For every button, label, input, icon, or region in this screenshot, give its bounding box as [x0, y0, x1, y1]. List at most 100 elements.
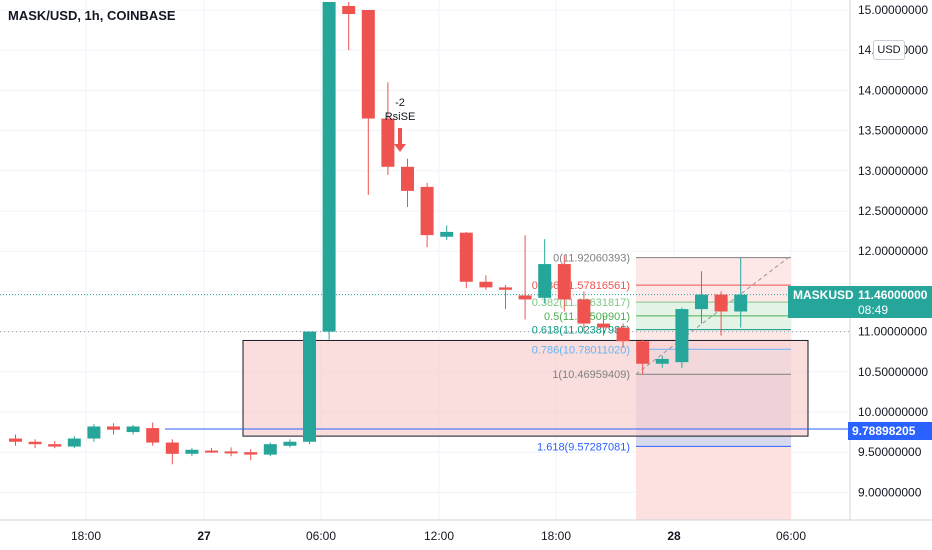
- candle-body: [695, 294, 708, 310]
- fib-level-label: 1.618(9.57287081): [537, 441, 630, 453]
- candle-body: [459, 232, 473, 282]
- candle-body: [322, 1, 336, 332]
- candle-body: [518, 295, 532, 300]
- candle: [126, 424, 140, 435]
- candle: [695, 271, 708, 324]
- candle-body: [636, 341, 650, 364]
- y-tick-label: 9.00000000: [858, 485, 922, 499]
- candle: [577, 291, 591, 332]
- candle-body: [714, 294, 728, 312]
- candle-body: [224, 451, 238, 454]
- bar-countdown: 08:49: [858, 303, 889, 317]
- candle-body: [244, 452, 258, 455]
- y-tick-label: 13.50000000: [858, 124, 928, 138]
- candle-body: [499, 287, 512, 290]
- y-tick-label: 10.50000000: [858, 365, 928, 379]
- price-label-value: 11.46000000: [858, 288, 928, 302]
- fib-level-label: 0.618(11.02387985): [532, 325, 630, 337]
- candle: [146, 422, 160, 446]
- candle: [479, 275, 493, 290]
- candle: [518, 235, 532, 320]
- candle: [636, 339, 650, 375]
- candle-body: [146, 428, 160, 443]
- x-tick-label: 06:00: [306, 529, 336, 543]
- candle-body: [401, 166, 414, 191]
- candle: [616, 323, 630, 348]
- chart-title: MASK/USD, 1h, COINBASE: [8, 8, 176, 23]
- candle-body: [616, 327, 630, 342]
- candle: [655, 355, 669, 368]
- candle: [165, 439, 179, 465]
- fib-level-label: 0.236(11.57816561): [532, 280, 630, 292]
- candle: [597, 315, 610, 336]
- candle-body: [87, 426, 101, 439]
- candle: [303, 331, 316, 445]
- fib-level-label: 0(11.92060393): [553, 253, 630, 265]
- y-tick-label: 9.50000000: [858, 445, 922, 459]
- candle: [675, 307, 689, 368]
- candle: [381, 82, 395, 175]
- signal-count: -2: [395, 97, 405, 109]
- signal-marker: -2 RsiSE: [385, 97, 416, 152]
- candle: [205, 448, 218, 454]
- horizontal-line-label: 9.78898205: [848, 422, 932, 440]
- candle-body: [557, 264, 571, 300]
- candle-body: [126, 426, 140, 433]
- x-tick-label: 27: [197, 529, 211, 543]
- x-tick-label: 06:00: [776, 529, 806, 543]
- candle: [28, 439, 42, 449]
- candle: [459, 231, 473, 289]
- x-tick-label: 18:00: [541, 529, 571, 543]
- candle: [499, 284, 512, 310]
- fib-retracement[interactable]: 0(11.92060393)0.236(11.57816561)0.382(11…: [532, 253, 792, 454]
- y-tick-label: 12.50000000: [858, 204, 928, 218]
- y-tick-label: 13.00000000: [858, 164, 928, 178]
- candle: [342, 1, 356, 51]
- candle-body: [361, 10, 375, 119]
- candle-body: [9, 438, 22, 442]
- candle: [107, 423, 120, 435]
- candle-body: [597, 323, 610, 328]
- candle: [244, 448, 258, 461]
- candle-body: [28, 441, 42, 445]
- candle-body: [165, 442, 179, 454]
- candle-body: [381, 118, 395, 167]
- candle-body: [205, 450, 218, 453]
- candle: [557, 255, 571, 312]
- y-tick-label: 14.00000000: [858, 83, 928, 97]
- signal-label: RsiSE: [385, 111, 416, 123]
- zone-rectangle: [242, 339, 809, 437]
- arrow-down-icon: [394, 128, 406, 152]
- x-tick-label: 28: [667, 529, 681, 543]
- fib-level-label: 1(10.46959409): [552, 369, 630, 381]
- candle-body: [675, 309, 689, 363]
- candle: [440, 225, 454, 240]
- current-price-label: MASKUSD 11.46000000 08:49: [788, 286, 932, 318]
- fib-fill-bottom: [636, 446, 791, 520]
- support-zone[interactable]: [242, 339, 809, 437]
- candle: [48, 440, 62, 449]
- candle-body: [48, 444, 62, 447]
- y-tick-label: 12.00000000: [858, 244, 928, 258]
- currency-unit-badge[interactable]: USD: [873, 40, 905, 60]
- candle-body: [420, 186, 434, 236]
- fib-level-label: 0.786(10.78011020): [532, 344, 630, 356]
- candle-body: [440, 231, 454, 237]
- candle-body: [185, 449, 199, 454]
- candle: [9, 434, 22, 446]
- candle-body: [342, 5, 356, 15]
- candle-body: [283, 441, 297, 446]
- candle-body: [655, 358, 669, 364]
- x-tick-label: 12:00: [424, 529, 454, 543]
- candle: [734, 257, 748, 328]
- price-label-symbol: MASKUSD: [793, 288, 854, 302]
- candle: [283, 439, 297, 448]
- candle: [87, 424, 101, 442]
- candle: [263, 442, 277, 457]
- candle-body: [577, 299, 591, 324]
- candle: [185, 448, 199, 457]
- candle: [361, 10, 375, 195]
- candle-body: [67, 438, 81, 447]
- candle: [420, 182, 434, 248]
